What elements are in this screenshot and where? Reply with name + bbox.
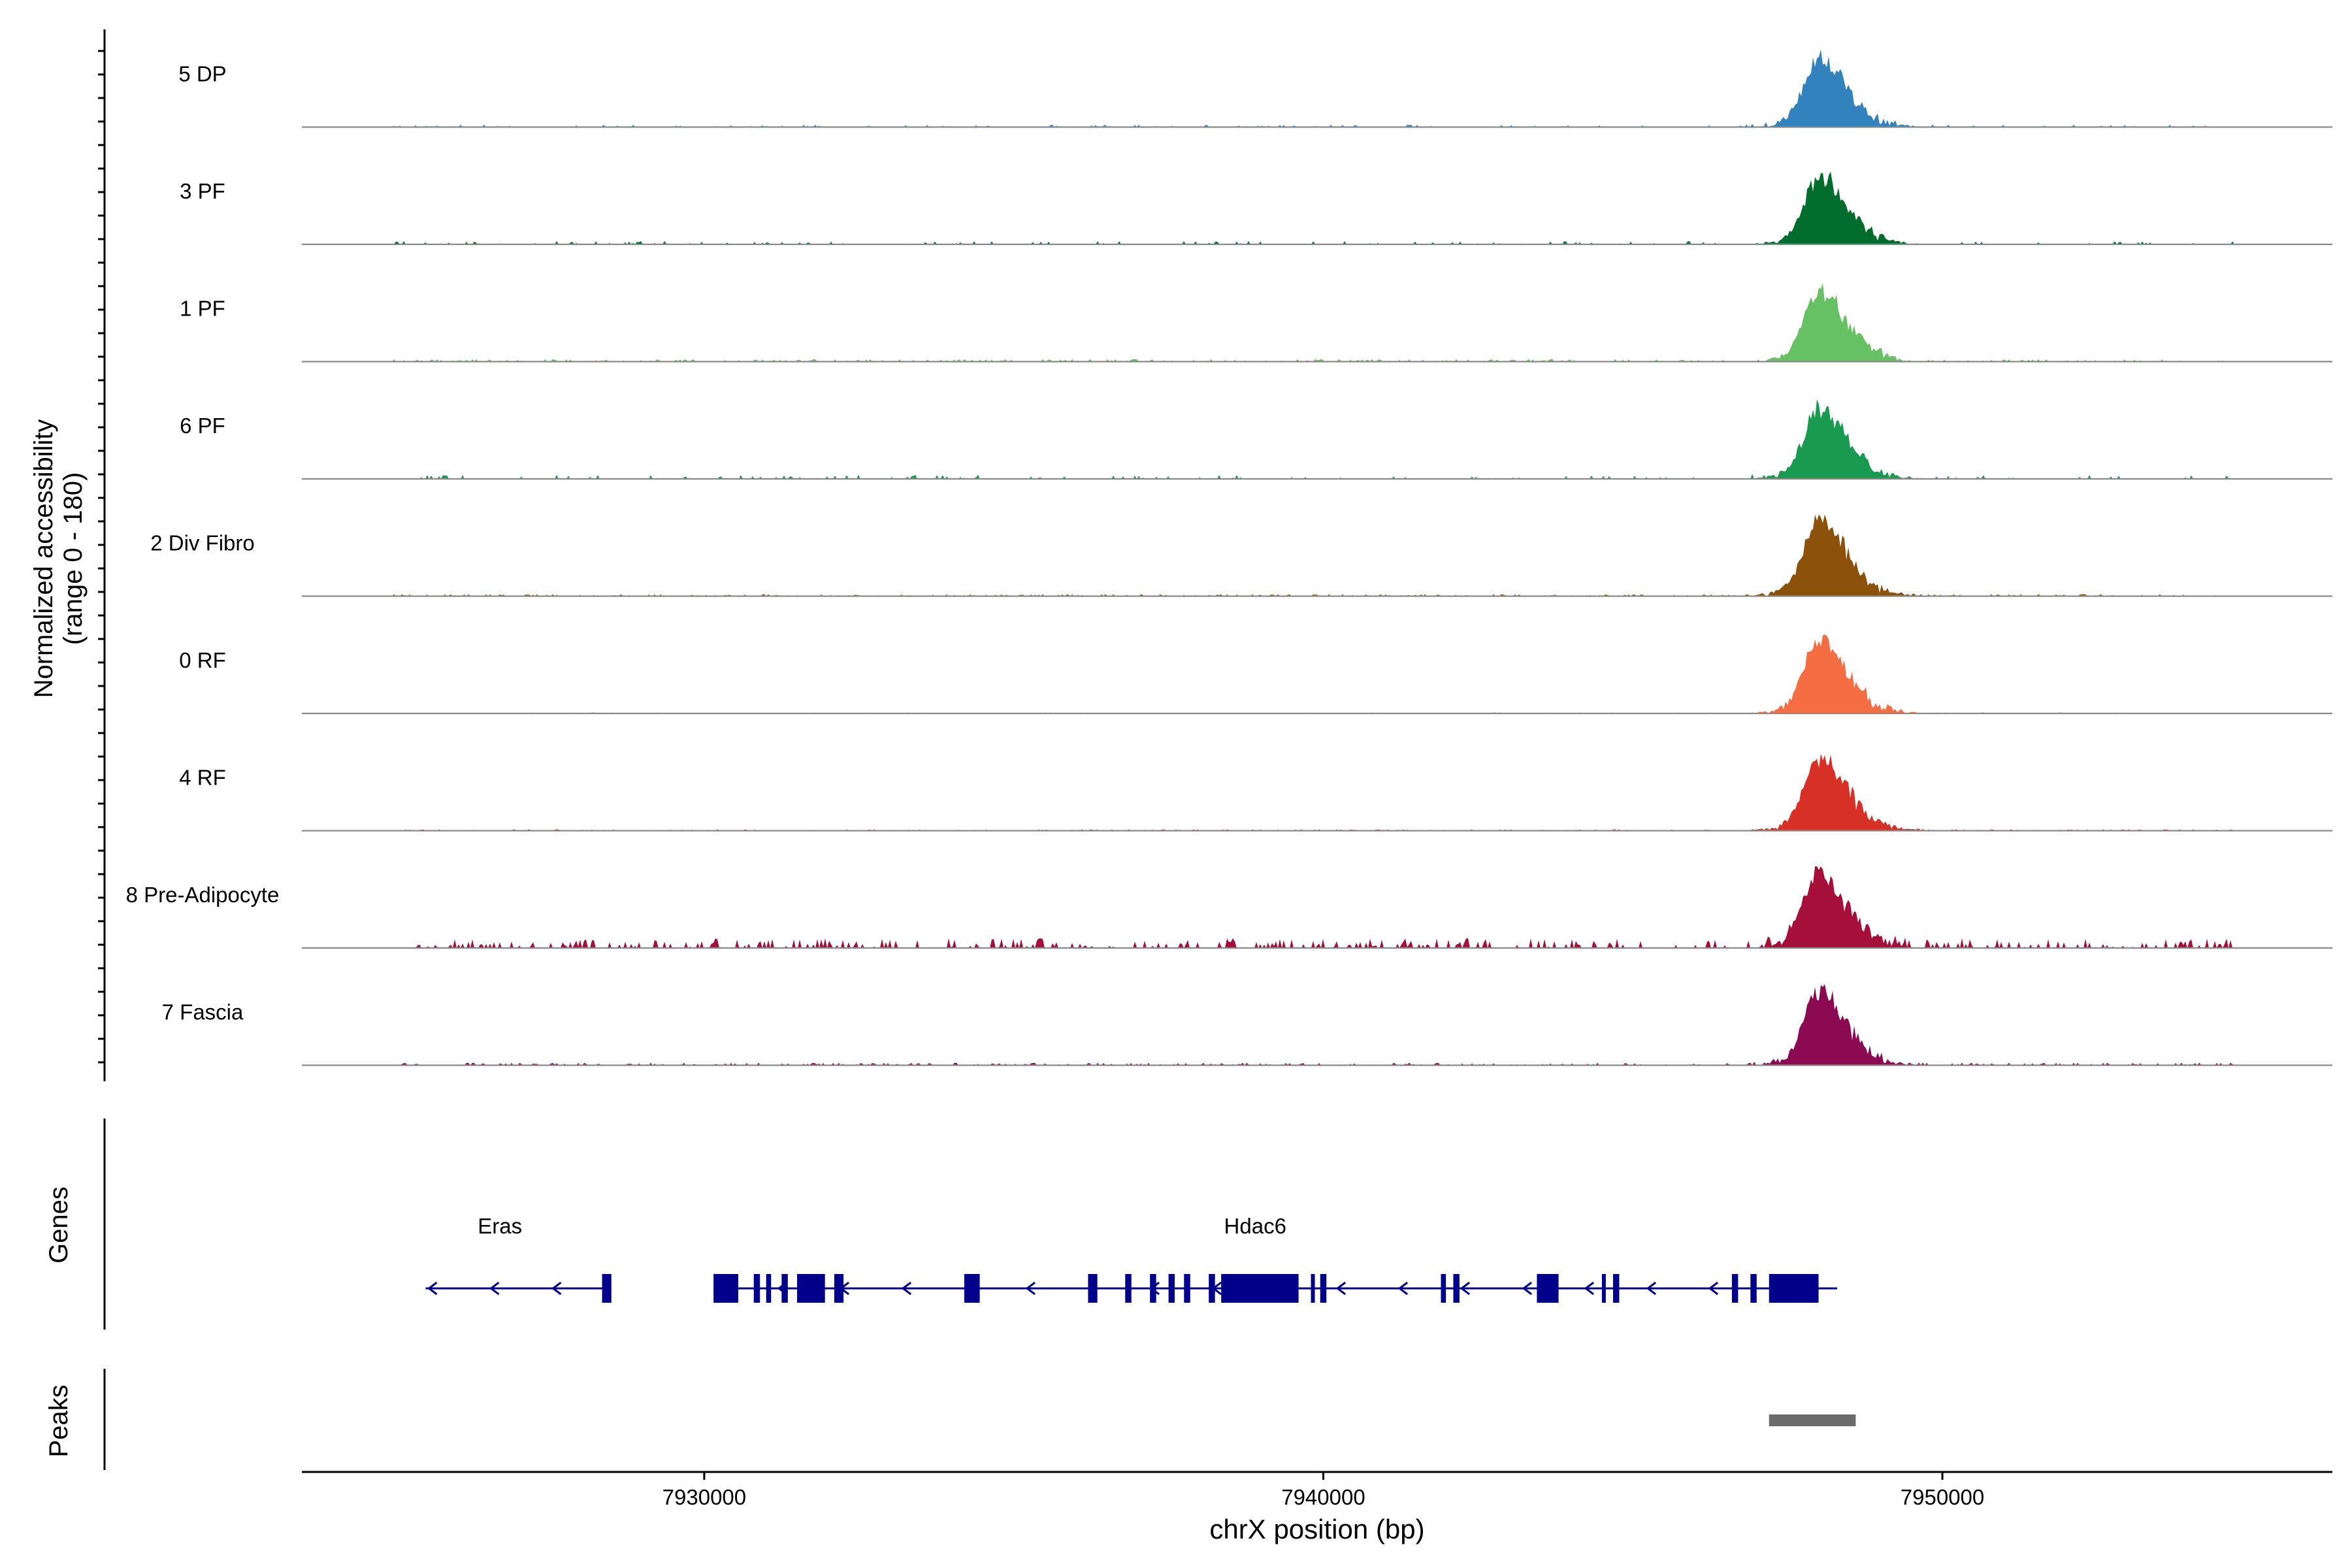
- exon: [834, 1274, 844, 1303]
- coverage-area: [302, 283, 2241, 362]
- track-label: 4 RF: [179, 766, 226, 790]
- strand-arrow: [901, 1281, 912, 1296]
- peaks-axis-title: Peaks: [44, 1384, 73, 1457]
- y-axis-subtitle: (range 0 - 180): [59, 472, 88, 645]
- exon: [1209, 1274, 1215, 1303]
- track-2-div-fibro: [302, 514, 2332, 597]
- exon: [602, 1274, 612, 1303]
- exon: [1453, 1274, 1460, 1303]
- track-7-fascia: [302, 984, 2332, 1066]
- track-label: 5 DP: [178, 62, 226, 86]
- gene-eras: Eras: [425, 1214, 612, 1303]
- track-1-pf: [302, 283, 2332, 363]
- strand-arrow: [1522, 1281, 1533, 1296]
- exon: [713, 1274, 739, 1303]
- exon: [1150, 1274, 1156, 1303]
- exon: [1221, 1274, 1299, 1303]
- track-label: 6 PF: [180, 414, 225, 438]
- track-label: 1 PF: [180, 297, 225, 321]
- strand-arrow: [1025, 1281, 1036, 1296]
- x-axis: 7930000 7940000 7950000: [302, 1471, 2332, 1509]
- exon: [1769, 1274, 1819, 1303]
- track-labels: 5 DP 3 PF 1 PF 6 PF 2 Div Fibro 0 RF 4 RF 8 Pre…: [126, 62, 280, 1024]
- exon: [766, 1274, 772, 1303]
- x-axis-title: chrX position (bp): [1209, 1514, 1424, 1544]
- coverage-area: [302, 514, 2241, 596]
- x-tick-label: 7950000: [1901, 1485, 1984, 1509]
- coverage-area: [302, 866, 2241, 948]
- track-4-rf: [302, 753, 2332, 832]
- strand-arrow: [1646, 1281, 1657, 1296]
- strand-arrow: [1397, 1281, 1409, 1296]
- gene-track: Eras Hdac6: [103, 1119, 1837, 1330]
- exon: [1612, 1274, 1620, 1303]
- track-8-pre-adipocyte: [302, 866, 2332, 949]
- coverage-area: [302, 753, 2241, 831]
- strand-arrow: [551, 1281, 562, 1296]
- track-label: 8 Pre-Adipocyte: [126, 883, 280, 907]
- strand-arrow: [1460, 1281, 1471, 1296]
- peak-track: [103, 1369, 1856, 1470]
- exon: [1311, 1274, 1315, 1303]
- genes-axis-title: Genes: [44, 1186, 73, 1264]
- exon: [1088, 1274, 1098, 1303]
- coverage-area: [302, 984, 2241, 1066]
- track-label: 0 RF: [179, 648, 226, 672]
- exon: [964, 1274, 980, 1303]
- exon: [1537, 1274, 1559, 1303]
- strand-arrow: [1708, 1281, 1719, 1296]
- track-0-rf: [302, 634, 2332, 715]
- gene-hdac6: Hdac6: [713, 1214, 1837, 1303]
- track-label: 2 Div Fibro: [150, 531, 255, 555]
- x-tick-label: 7940000: [1281, 1485, 1365, 1509]
- exon: [1441, 1274, 1446, 1303]
- track-6-pf: [302, 399, 2332, 480]
- exon: [781, 1274, 788, 1303]
- gene-label: Eras: [478, 1214, 522, 1238]
- peak-region: [1769, 1414, 1856, 1426]
- track-label: 3 PF: [180, 179, 225, 203]
- track-label: 7 Fascia: [162, 1000, 244, 1024]
- strand-arrow: [1584, 1281, 1595, 1296]
- coverage-area: [302, 399, 2241, 479]
- strand-arrow: [489, 1281, 500, 1296]
- track-3-pf: [302, 171, 2332, 246]
- exon: [1601, 1274, 1606, 1303]
- exon: [1731, 1274, 1739, 1303]
- exon: [1184, 1274, 1190, 1303]
- track-5-dp: [302, 49, 2332, 128]
- exon: [797, 1274, 825, 1303]
- coverage-area: [302, 171, 2241, 244]
- coverage-tracks: [302, 49, 2332, 1066]
- exon: [753, 1274, 760, 1303]
- coverage-area: [302, 49, 2241, 127]
- exon: [1750, 1274, 1757, 1303]
- x-tick-label: 7930000: [662, 1485, 746, 1509]
- strand-arrow: [1335, 1281, 1347, 1296]
- exon: [1320, 1274, 1327, 1303]
- strand-arrow: [427, 1281, 438, 1296]
- exon: [1168, 1274, 1175, 1303]
- exon: [1125, 1274, 1132, 1303]
- y-axis-title: Normalized accessibility: [29, 419, 58, 698]
- gene-label: Hdac6: [1224, 1214, 1286, 1238]
- y-axis: [98, 29, 106, 1081]
- coverage-area: [302, 634, 2241, 713]
